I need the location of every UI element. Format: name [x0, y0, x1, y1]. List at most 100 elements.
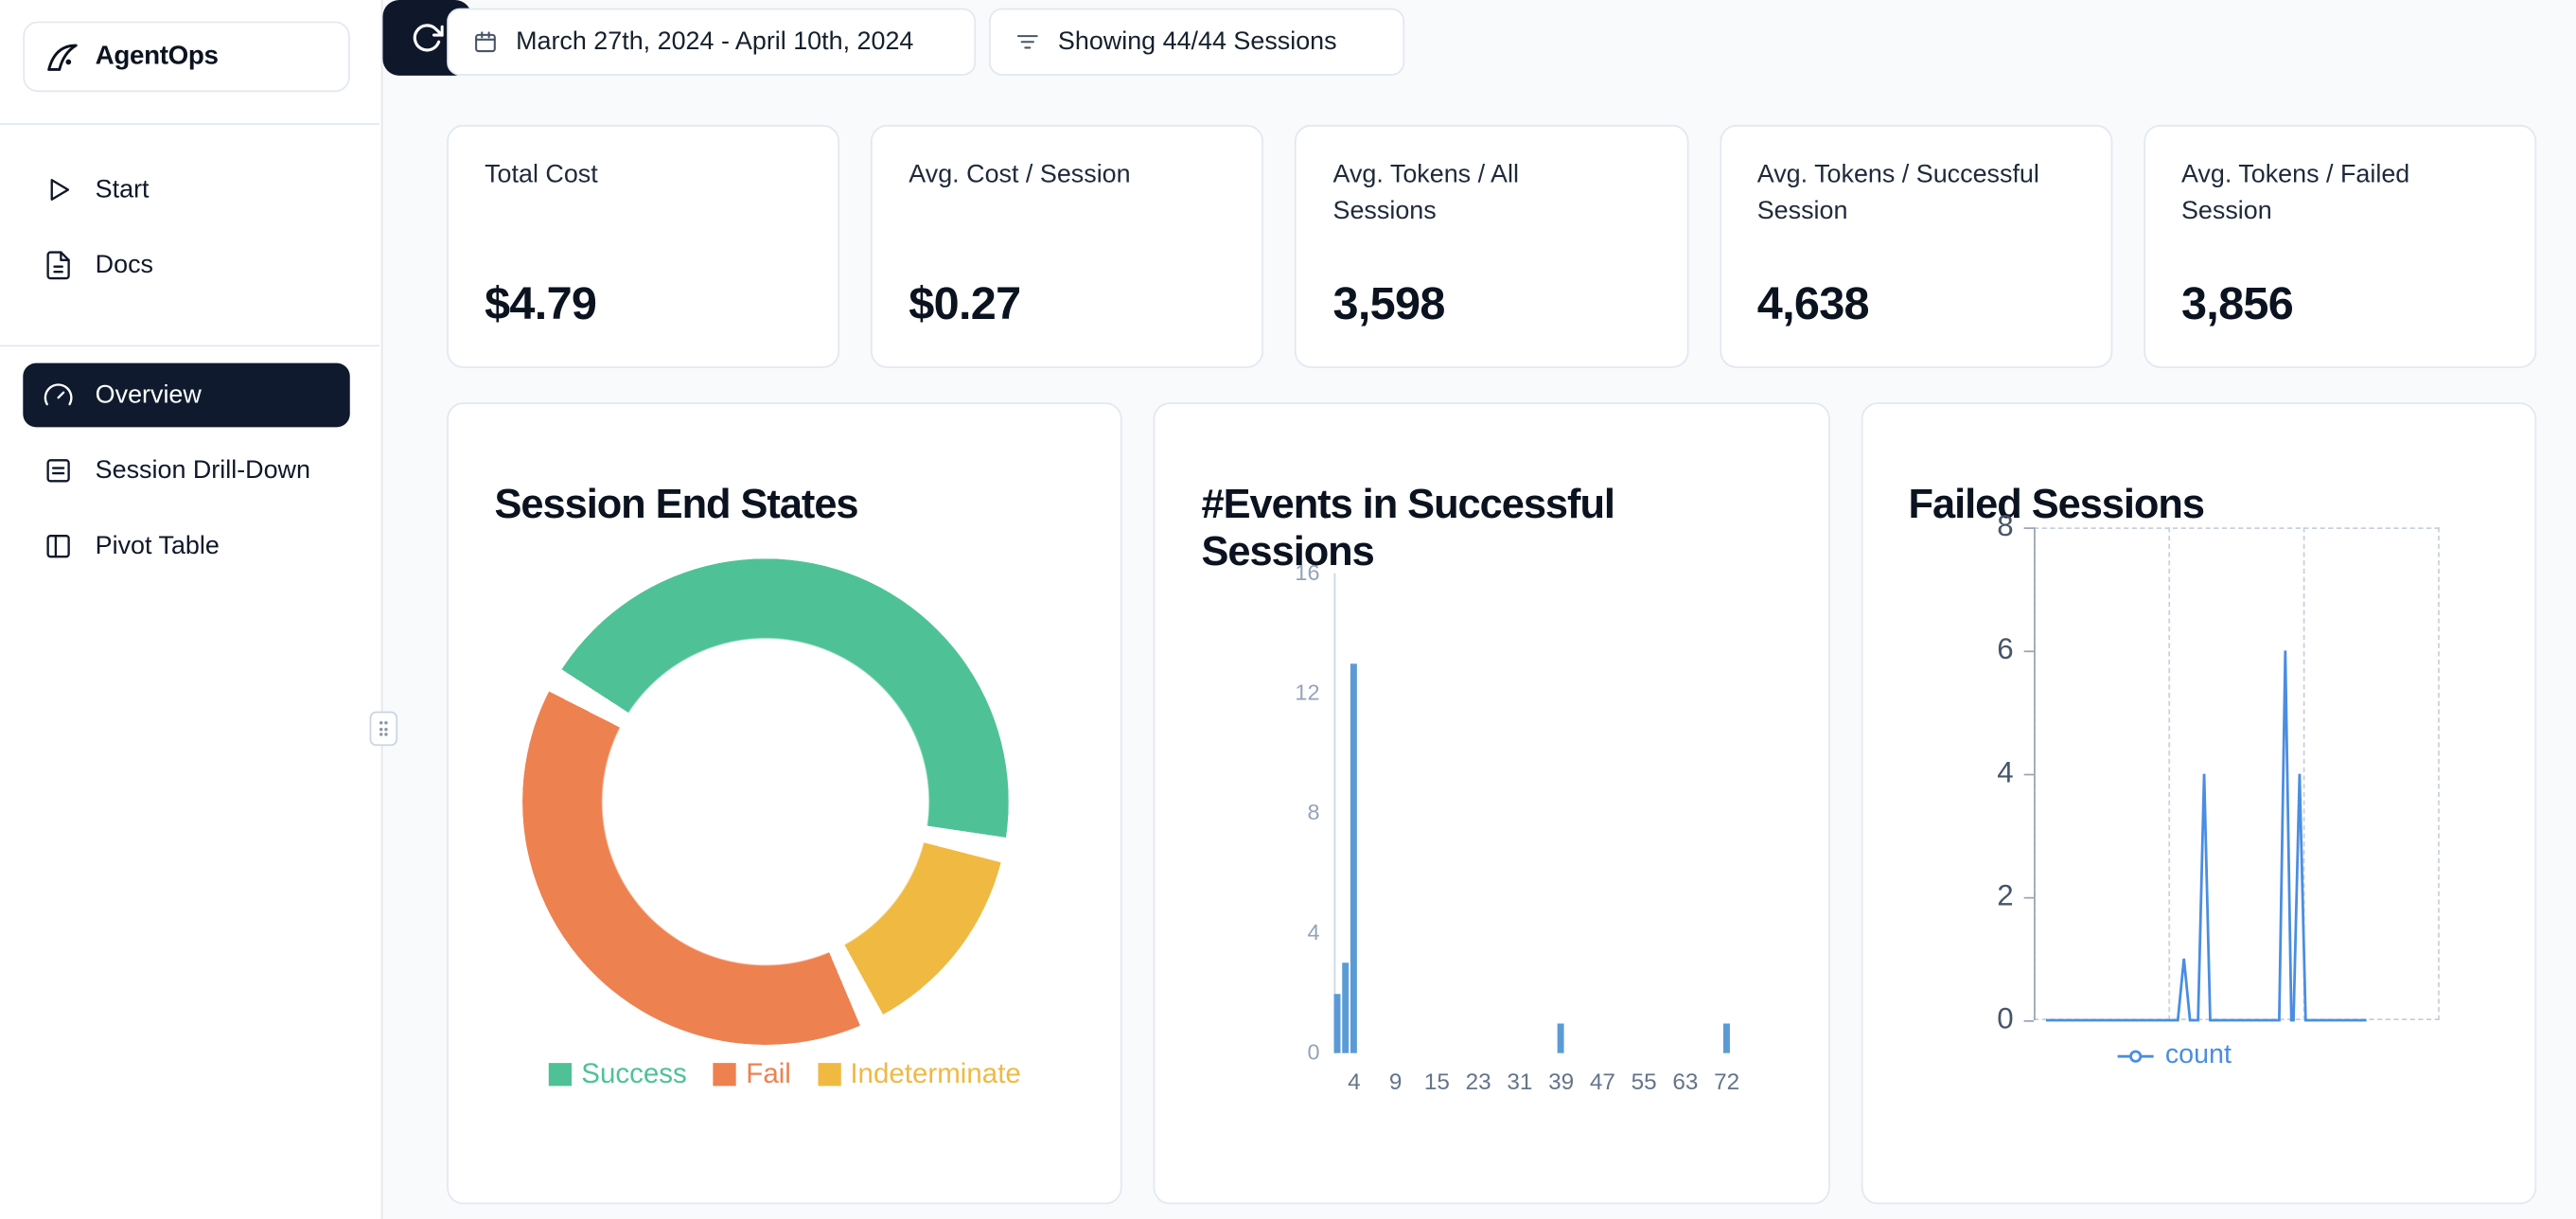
session-end-states-card: Session End States Success Fail Indetermin… — [447, 402, 1123, 1205]
y-tick-mark — [2023, 650, 2034, 653]
count-line — [2045, 650, 2366, 1022]
stat-value: 3,856 — [2180, 277, 2294, 329]
sidebar: AgentOps Start Docs Overview — [0, 0, 383, 1219]
donut-legend: Success Fail Indeterminate — [449, 1058, 1121, 1091]
y-axis-line — [2033, 527, 2036, 1020]
x-tick-label: 23 — [1465, 1068, 1491, 1095]
legend-item-fail: Fail — [713, 1057, 791, 1091]
y-tick-label: 4 — [1307, 920, 1320, 945]
y-tick-label: 6 — [1997, 632, 2014, 666]
x-tick-label: 15 — [1423, 1068, 1450, 1095]
main-content: March 27th, 2024 - April 10th, 2024 Show… — [382, 0, 2575, 1219]
legend-item-success: Success — [548, 1057, 687, 1091]
charts-row: Session End States Success Fail Indetermin… — [447, 402, 2537, 1205]
stat-card-total-cost: Total Cost $4.79 — [447, 124, 840, 368]
agentops-logo-icon — [47, 43, 78, 71]
legend-item-indeterminate: Indeterminate — [817, 1057, 1021, 1091]
stat-value: $4.79 — [485, 277, 597, 329]
sidebar-item-start[interactable]: Start — [23, 158, 349, 222]
brand-name: AgentOps — [95, 42, 219, 70]
y-tick-label: 0 — [1997, 1001, 2014, 1035]
failed-sessions-card: Failed Sessions 0 2 4 6 8 count — [1861, 402, 2537, 1205]
sidebar-item-label: Start — [95, 174, 150, 203]
legend-label: Fail — [746, 1057, 791, 1089]
bar — [1333, 993, 1341, 1053]
y-axis-line — [1334, 573, 1336, 1053]
x-tick-label: 9 — [1388, 1068, 1403, 1095]
legend-label: Success — [581, 1057, 687, 1089]
y-tick-label: 2 — [1997, 878, 2014, 912]
stat-label: Avg. Tokens / Failed Session — [2180, 161, 2410, 226]
sidebar-divider — [0, 123, 379, 125]
sidebar-item-label: Pivot Table — [95, 531, 220, 560]
stat-label: Total Cost — [485, 161, 598, 189]
sidebar-item-label: Docs — [95, 250, 154, 279]
stat-card-avg-tokens-all: Avg. Tokens / All Sessions 3,598 — [1295, 124, 1688, 368]
stat-card-avg-tokens-failed: Avg. Tokens / Failed Session 3,856 — [2144, 124, 2537, 368]
stat-value: 3,598 — [1332, 277, 1446, 329]
stat-card-avg-cost-session: Avg. Cost / Session $0.27 — [871, 124, 1264, 368]
play-icon — [50, 179, 70, 201]
stat-label: Avg. Tokens / All Sessions — [1332, 161, 1519, 226]
stat-value: 4,638 — [1756, 277, 1870, 329]
count-legend-label: count — [2164, 1039, 2232, 1070]
y-tick-label: 4 — [1997, 755, 2014, 789]
line-legend: count — [1862, 1040, 2487, 1071]
bar — [1342, 963, 1350, 1053]
x-tick-label: 72 — [1714, 1068, 1740, 1095]
legend-swatch-icon — [817, 1063, 840, 1086]
y-tick-mark — [2023, 1019, 2034, 1022]
events-histogram-card: #Events in Successful Sessions 0 4 8 12 16 4 9… — [1154, 402, 1830, 1205]
grid-line — [2303, 527, 2306, 1020]
stat-card-avg-tokens-successful: Avg. Tokens / Successful Session 4,638 — [1719, 124, 2113, 368]
y-tick-label: 16 — [1295, 559, 1320, 585]
gauge-icon — [44, 383, 73, 406]
y-tick-label: 12 — [1295, 680, 1320, 705]
y-tick-mark — [2023, 896, 2034, 899]
refresh-icon — [413, 24, 444, 52]
calendar-icon — [475, 31, 496, 53]
session-end-states-donut — [522, 558, 1009, 1046]
sidebar-item-label: Overview — [95, 380, 202, 409]
x-tick-label: 39 — [1548, 1068, 1575, 1095]
count-legend-icon — [2117, 1049, 2154, 1062]
bar — [1558, 1023, 1565, 1053]
list-card-icon — [46, 459, 70, 483]
session-filter-button[interactable]: Showing 44/44 Sessions — [989, 8, 1405, 76]
sidebar-item-label: Session Drill-Down — [95, 455, 310, 485]
chart-title: Failed Sessions — [1908, 481, 2205, 527]
y-tick-mark — [2023, 773, 2034, 776]
legend-swatch-icon — [713, 1063, 736, 1086]
y-tick-mark — [2023, 527, 2034, 529]
failed-sessions-chart: 0 2 4 6 8 — [1862, 404, 2535, 1203]
y-tick-label: 8 — [1307, 800, 1320, 825]
brand[interactable]: AgentOps — [23, 21, 350, 93]
x-tick-label: 55 — [1631, 1068, 1657, 1095]
filter-lines-icon — [1016, 35, 1038, 49]
bar — [1350, 662, 1358, 1053]
table-columns-icon — [46, 535, 70, 558]
stat-value: $0.27 — [909, 277, 1021, 329]
chart-title: #Events in Successful Sessions — [1201, 481, 1615, 574]
x-tick-label: 63 — [1672, 1068, 1699, 1095]
sidebar-item-overview[interactable]: Overview — [23, 362, 350, 428]
events-bar-chart: 0 4 8 12 16 4 9 15 23 31 39 47 55 63 72 — [1202, 559, 1777, 1113]
chart-title: Session End States — [494, 481, 859, 527]
legend-label: Indeterminate — [850, 1057, 1021, 1089]
sidebar-divider — [0, 344, 379, 347]
stats-row: Total Cost $4.79 Avg. Cost / Session $0.… — [447, 124, 2537, 368]
sidebar-item-pivot-table[interactable]: Pivot Table — [23, 514, 349, 578]
grid-line — [2168, 527, 2171, 1020]
y-tick-label: 0 — [1307, 1039, 1320, 1065]
stat-label: Avg. Tokens / Successful Session — [1756, 161, 2039, 226]
date-range-button[interactable]: March 27th, 2024 - April 10th, 2024 — [447, 8, 977, 76]
stat-label: Avg. Cost / Session — [909, 161, 1131, 189]
x-tick-label: 4 — [1348, 1068, 1361, 1095]
legend-swatch-icon — [548, 1063, 572, 1086]
sidebar-item-docs[interactable]: Docs — [23, 233, 349, 297]
sidebar-resize-handle[interactable] — [369, 711, 398, 747]
sidebar-item-session-drill-down[interactable]: Session Drill-Down — [23, 438, 349, 503]
x-tick-label: 47 — [1589, 1068, 1615, 1095]
y-tick-label: 8 — [1997, 509, 2014, 542]
